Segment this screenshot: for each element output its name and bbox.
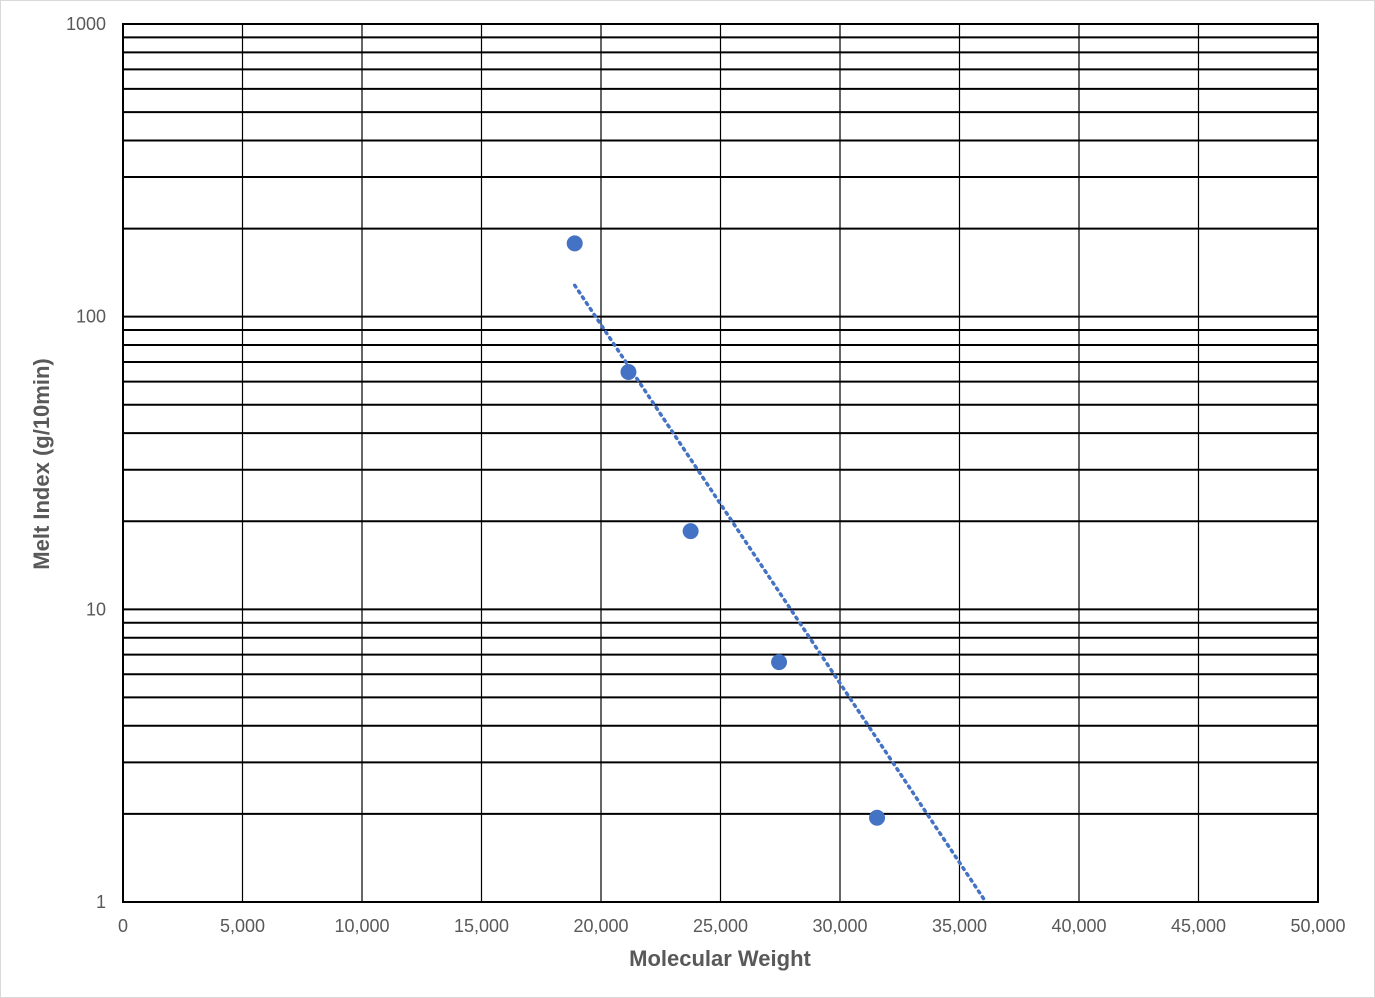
x-tick-label: 15,000 <box>454 916 509 936</box>
x-tick-labels: 0 5,000 10,000 15,000 20,000 25,000 30,000 35,0… <box>118 916 1346 936</box>
x-tick-label: 35,000 <box>932 916 987 936</box>
data-points <box>566 235 886 826</box>
x-tick-label: 40,000 <box>1051 916 1106 936</box>
x-tick-label: 30,000 <box>812 916 867 936</box>
gridlines <box>122 23 1319 903</box>
y-tick-label: 1000 <box>66 14 106 34</box>
data-point <box>682 523 699 540</box>
y-tick-label: 1 <box>96 892 106 912</box>
data-point <box>869 809 886 826</box>
x-tick-label: 5,000 <box>220 916 265 936</box>
x-tick-label: 10,000 <box>334 916 389 936</box>
x-tick-label: 0 <box>118 916 128 936</box>
x-tick-label: 20,000 <box>573 916 628 936</box>
data-point <box>771 654 788 671</box>
trendline <box>572 283 988 904</box>
y-tick-label: 100 <box>76 307 106 327</box>
plot-area-border <box>122 23 1319 903</box>
y-tick-labels: 1 10 100 1000 <box>66 14 106 912</box>
x-tick-label: 50,000 <box>1290 916 1345 936</box>
trendline-layer <box>572 283 988 904</box>
x-tick-label: 45,000 <box>1171 916 1226 936</box>
y-axis-title: Melt Index (g/10min) <box>29 358 54 569</box>
data-point <box>620 364 637 381</box>
data-point <box>566 235 583 252</box>
x-tick-label: 25,000 <box>693 916 748 936</box>
x-axis-title: Molecular Weight <box>629 946 811 971</box>
y-tick-label: 10 <box>86 599 106 619</box>
